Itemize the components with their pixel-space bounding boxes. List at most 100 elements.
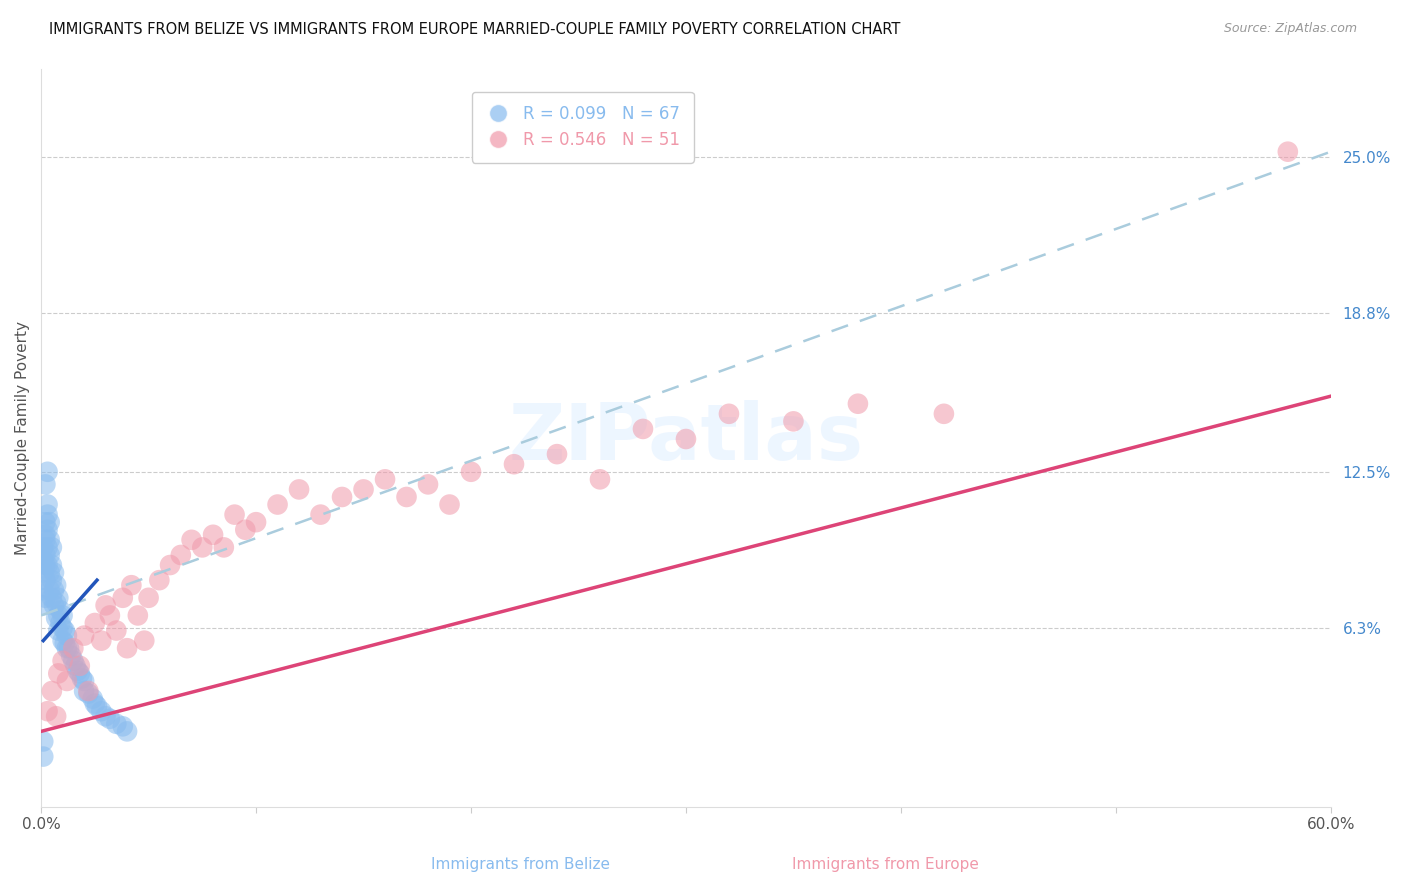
Point (266, 498, 288, 512)
Point (782, 414, 804, 428)
Point (717, 407, 740, 421)
Point (52, 621, 75, 635)
Point (37, 465, 59, 479)
Point (37, 498, 59, 512)
Text: Immigrants from Europe: Immigrants from Europe (793, 857, 979, 872)
Point (245, 515, 267, 529)
Legend: R = 0.099   N = 67, R = 0.546   N = 51: R = 0.099 N = 67, R = 0.546 N = 51 (472, 92, 693, 162)
Point (52, 608, 75, 623)
Point (115, 641, 138, 656)
Point (69, 658, 91, 673)
Point (42, 583, 65, 598)
Point (49, 615, 72, 630)
Point (94, 709, 117, 723)
Point (38, 533, 60, 547)
Point (41, 558, 63, 572)
Point (374, 472, 396, 486)
Point (41, 541, 63, 555)
Point (932, 407, 955, 421)
Point (41, 591, 63, 605)
Point (94, 599, 117, 613)
Point (503, 457, 526, 471)
Point (45, 578, 67, 592)
Point (90, 633, 112, 648)
Point (42, 599, 65, 613)
Point (546, 447, 568, 461)
Point (460, 465, 482, 479)
Point (34, 558, 56, 572)
Point (56, 629, 79, 643)
Point (353, 483, 375, 497)
Point (111, 591, 134, 605)
Point (159, 558, 181, 572)
Point (62, 654, 84, 668)
Point (395, 490, 418, 504)
Point (180, 533, 202, 547)
Point (224, 508, 246, 522)
Point (62, 641, 84, 656)
Point (41, 684, 63, 698)
Point (42, 566, 65, 580)
Point (34, 533, 56, 547)
Point (53, 624, 76, 638)
Point (34, 528, 56, 542)
Point (675, 432, 697, 446)
Point (105, 624, 128, 638)
Point (60, 648, 83, 663)
Point (38, 548, 60, 562)
Point (82, 691, 104, 706)
Point (73, 629, 96, 643)
Point (309, 508, 332, 522)
Point (120, 578, 142, 592)
Point (34, 515, 56, 529)
Point (98, 712, 121, 726)
Point (1277, 145, 1299, 159)
Point (46, 666, 69, 681)
Point (32, 734, 55, 748)
Point (416, 477, 439, 491)
Point (134, 633, 156, 648)
Point (45, 611, 67, 625)
Point (148, 573, 170, 587)
Point (45, 709, 67, 723)
Point (73, 673, 96, 688)
Point (32, 566, 55, 580)
Point (52, 654, 75, 668)
Point (69, 666, 91, 681)
Point (37, 558, 59, 572)
Point (439, 498, 461, 512)
Point (46, 608, 69, 623)
Point (105, 716, 128, 731)
Point (86, 699, 108, 714)
Point (52, 633, 75, 648)
Point (56, 673, 79, 688)
Point (202, 528, 225, 542)
Point (34, 573, 56, 587)
Point (34, 548, 56, 562)
Point (41, 573, 63, 587)
Point (65, 658, 87, 673)
Point (37, 508, 59, 522)
Point (77, 687, 100, 701)
Point (56, 641, 79, 656)
Point (45, 596, 67, 610)
Point (73, 684, 96, 698)
Point (53, 636, 76, 650)
Y-axis label: Married-Couple Family Poverty: Married-Couple Family Poverty (15, 321, 30, 555)
Point (37, 704, 59, 718)
Point (38, 566, 60, 580)
Point (212, 541, 235, 555)
Point (38, 583, 60, 598)
Point (631, 422, 654, 436)
Point (49, 603, 72, 617)
Point (288, 483, 311, 497)
Point (34, 477, 56, 491)
Point (32, 553, 55, 567)
Point (83, 615, 105, 630)
Point (37, 541, 59, 555)
Point (138, 591, 160, 605)
Point (115, 724, 138, 739)
Point (32, 541, 55, 555)
Point (127, 608, 149, 623)
Point (111, 719, 134, 733)
